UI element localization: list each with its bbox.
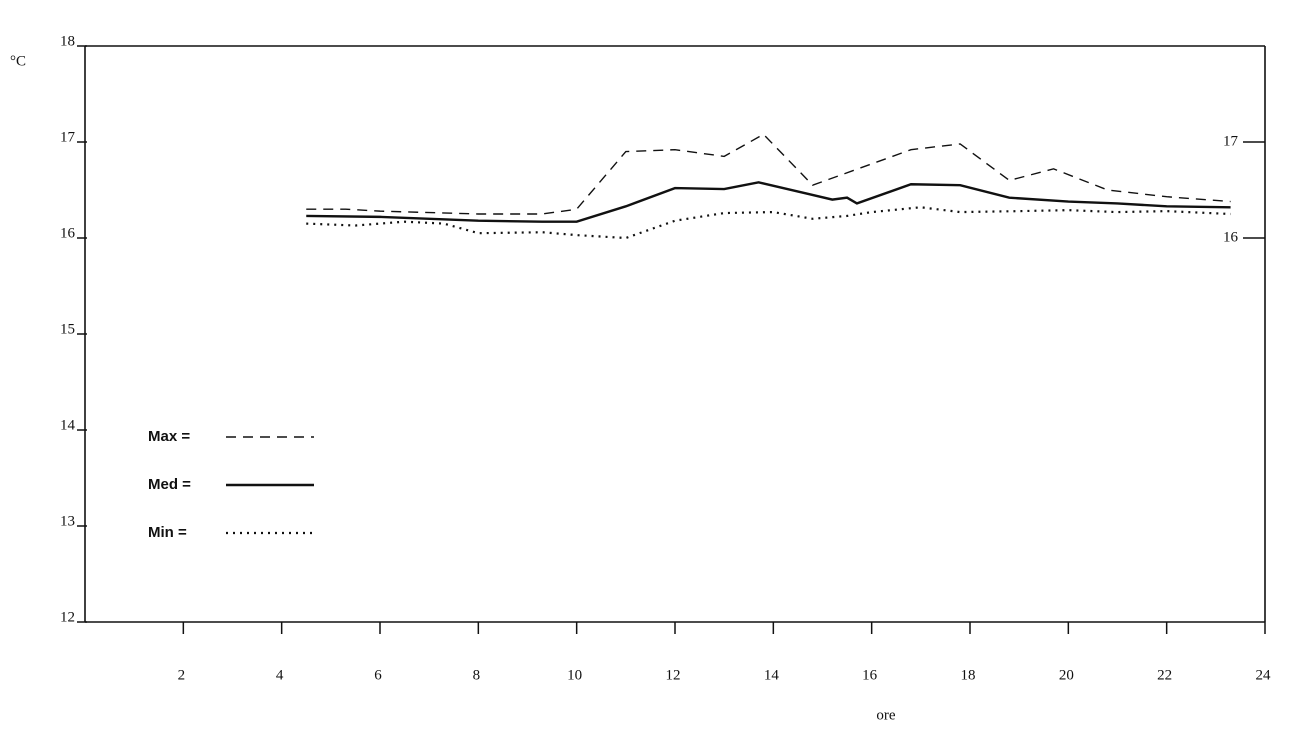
series-line	[306, 181, 1231, 223]
x-tick-label: 22	[1157, 667, 1172, 683]
series-line	[306, 133, 1231, 215]
y2-tick-label: 16	[1223, 229, 1239, 245]
x-tick-label: 12	[666, 667, 681, 683]
x-axis-label: ore	[876, 707, 895, 723]
x-tick-label: 4	[276, 667, 284, 683]
y-tick-label: 16	[60, 225, 76, 241]
y-tick-label: 14	[60, 417, 76, 433]
x-tick-label: 10	[567, 667, 582, 683]
legend-label: Med =	[148, 476, 191, 493]
x-tick-label: 16	[862, 667, 878, 683]
y-tick-label: 13	[60, 513, 75, 529]
x-tick-label: 6	[374, 667, 382, 683]
legend-label: Min =	[148, 524, 187, 541]
y-tick-label: 17	[60, 129, 76, 145]
y-tick-label: 18	[60, 33, 75, 49]
legend-label: Max =	[148, 428, 190, 445]
x-tick-label: 2	[178, 667, 186, 683]
y-axis-label: °C	[10, 53, 26, 69]
x-tick-label: 14	[764, 667, 780, 683]
x-tick-label: 24	[1256, 667, 1272, 683]
series-line	[306, 206, 1231, 240]
x-tick-label: 8	[473, 667, 481, 683]
y-tick-label: 15	[60, 321, 75, 337]
x-tick-label: 18	[961, 667, 976, 683]
y-tick-label: 12	[60, 609, 75, 625]
y2-tick-label: 17	[1223, 133, 1239, 149]
x-tick-label: 20	[1059, 667, 1074, 683]
